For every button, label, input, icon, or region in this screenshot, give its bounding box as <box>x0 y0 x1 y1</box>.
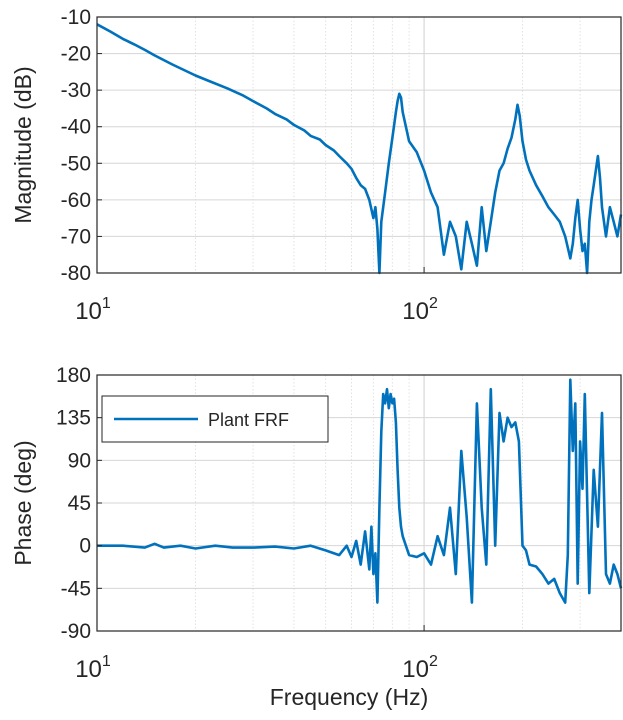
magnitude-axes-frame <box>96 16 622 274</box>
magnitude-y-tick-label: -70 <box>61 225 91 248</box>
phase-ylabel: Phase (deg) <box>10 440 36 565</box>
magnitude-ylabel: Magnitude (dB) <box>10 66 36 223</box>
phase-panel: 180 135 90 45 0 -45 -90 101 102 Phase (deg) Freque… <box>10 364 623 710</box>
phase-y-tick-label: 45 <box>68 492 91 515</box>
magnitude-series-line <box>96 23 623 275</box>
magnitude-plot-area <box>97 17 621 273</box>
phase-y-tick-label: 0 <box>79 535 91 558</box>
phase-series-line <box>97 378 623 604</box>
phase-y-tick-label: -90 <box>61 620 91 643</box>
phase-y-tick-label: 90 <box>68 449 91 472</box>
phase-x-tick-label: 101 <box>75 653 111 683</box>
magnitude-y-tick-label: -20 <box>61 43 91 66</box>
magnitude-y-tick-label: -80 <box>61 262 91 285</box>
phase-y-tick-label: -45 <box>61 577 91 600</box>
phase-y-tick-label: 135 <box>56 407 91 430</box>
phase-y-tick-label: 180 <box>56 364 91 387</box>
magnitude-y-tick-label: -40 <box>61 116 91 139</box>
magnitude-y-tick-label: -10 <box>61 6 91 29</box>
magnitude-panel: -10 -20 -30 -40 -50 -60 -70 -80 101 102 Magnitude … <box>10 6 623 325</box>
phase-xlabel: Frequency (Hz) <box>270 684 428 710</box>
magnitude-y-tick-label: -30 <box>61 79 91 102</box>
phase-x-tick-label: 102 <box>402 653 438 683</box>
magnitude-x-tick-label: 101 <box>75 295 111 325</box>
legend: Plant FRF <box>101 395 329 443</box>
magnitude-y-tick-label: -50 <box>61 152 91 175</box>
magnitude-y-tick-label: -60 <box>61 189 91 212</box>
legend-label: Plant FRF <box>208 410 289 430</box>
magnitude-x-tick-label: 102 <box>402 295 438 325</box>
